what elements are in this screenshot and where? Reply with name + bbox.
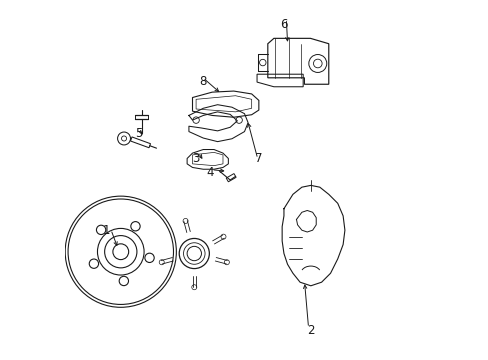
Text: 4: 4 <box>206 166 214 179</box>
Text: 3: 3 <box>192 152 200 165</box>
Text: 1: 1 <box>102 224 110 237</box>
Text: 7: 7 <box>255 152 262 165</box>
Text: 6: 6 <box>280 18 287 31</box>
Text: 8: 8 <box>199 75 206 88</box>
Bar <box>226 174 236 182</box>
Text: 5: 5 <box>135 127 142 140</box>
Text: 2: 2 <box>306 324 314 337</box>
